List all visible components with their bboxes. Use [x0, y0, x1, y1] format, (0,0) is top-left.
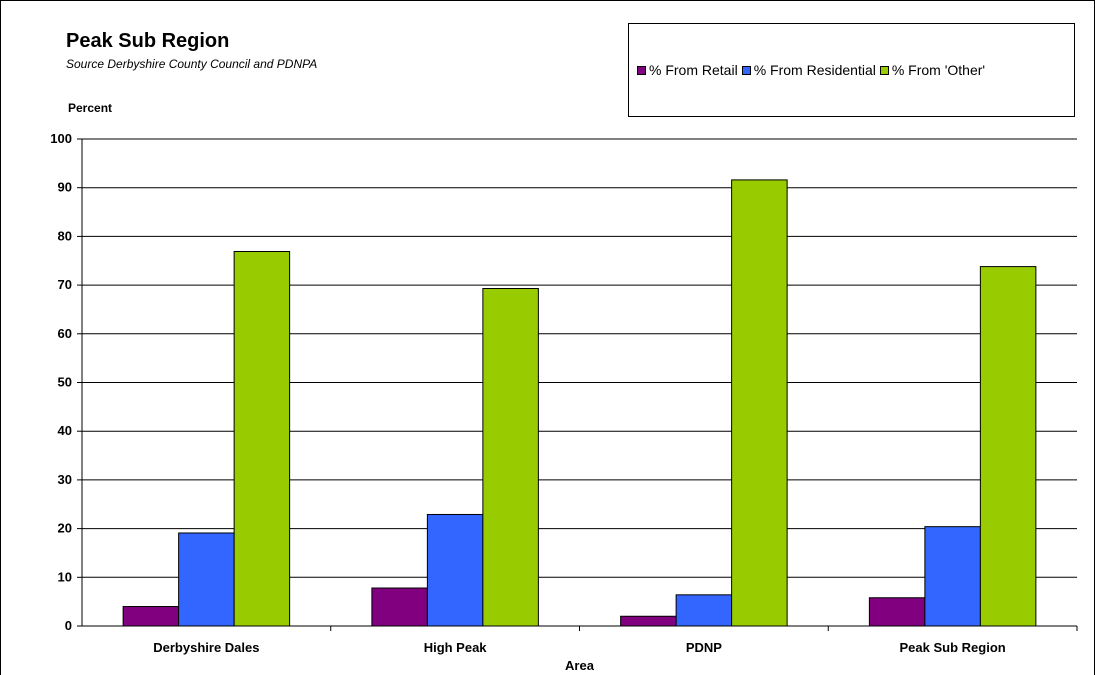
- legend-swatch-residential: [741, 65, 751, 75]
- y-tick-label: 60: [58, 326, 72, 341]
- x-tick-label: Peak Sub Region: [900, 640, 1006, 655]
- bar: [178, 532, 235, 627]
- x-tick-label: Derbyshire Dales: [153, 640, 259, 655]
- legend-item-retail: % From Retail: [637, 62, 738, 78]
- bar: [979, 266, 1037, 627]
- bar: [122, 606, 180, 627]
- y-tick-label: 40: [58, 423, 72, 438]
- y-tick-label: 90: [58, 180, 72, 195]
- y-tick-label: 30: [58, 472, 72, 487]
- y-tick-label: 50: [58, 375, 72, 390]
- y-tick-label: 10: [58, 569, 72, 584]
- legend-label-other: % From 'Other': [891, 62, 986, 78]
- bar: [426, 513, 484, 627]
- y-tick-label: 80: [58, 228, 72, 243]
- legend-label-retail: % From Retail: [649, 62, 738, 78]
- bar: [233, 250, 291, 627]
- y-tick-label: 70: [58, 277, 72, 292]
- bar: [675, 594, 733, 627]
- legend-item-residential: % From Residential: [741, 62, 876, 78]
- y-tick-label: 20: [58, 521, 72, 536]
- y-tick-label: 0: [65, 618, 72, 633]
- y-tick-label: 100: [50, 131, 72, 146]
- legend-swatch-retail: [637, 65, 646, 75]
- bar: [620, 615, 677, 627]
- legend-item-other: % From 'Other': [879, 62, 986, 78]
- bar: [868, 597, 926, 627]
- chart-subtitle: Source Derbyshire County Council and PDN…: [66, 57, 318, 71]
- legend-label-residential: % From Residential: [753, 62, 876, 78]
- bar: [482, 288, 539, 627]
- y-axis-label: Percent: [68, 101, 113, 115]
- x-tick-label: High Peak: [424, 640, 488, 655]
- bar: [924, 526, 981, 627]
- bar: [371, 587, 428, 627]
- x-axis-label: Area: [565, 658, 595, 673]
- legend-swatch-other: [879, 65, 889, 75]
- legend: % From Retail % From Residential % From …: [628, 23, 1075, 117]
- x-tick-label: PDNP: [686, 640, 722, 655]
- legend-items: % From Retail % From Residential % From …: [637, 62, 989, 78]
- chart-title: Peak Sub Region: [66, 30, 230, 52]
- bar: [731, 179, 788, 627]
